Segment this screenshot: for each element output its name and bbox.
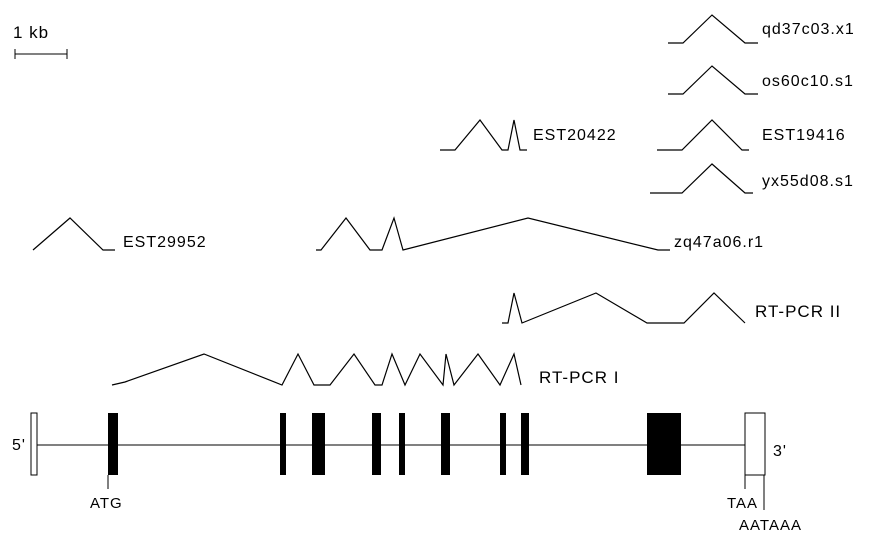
three-prime-label: 3' bbox=[773, 443, 787, 460]
atg-label: ATG bbox=[90, 495, 123, 512]
yx55d08-label: yx55d08.s1 bbox=[762, 173, 854, 190]
rtpcr2-trace bbox=[502, 292, 746, 324]
coding-exon bbox=[108, 413, 118, 475]
five-prime-utr-exon bbox=[30, 412, 38, 476]
est29952-label: EST29952 bbox=[123, 234, 207, 251]
rtpcr1-label: RT-PCR I bbox=[539, 368, 619, 387]
coding-exon bbox=[372, 413, 381, 475]
est19416-trace bbox=[657, 119, 749, 151]
os60c10-trace bbox=[668, 65, 758, 95]
scale-bar bbox=[14, 49, 68, 59]
rtpcr1-trace bbox=[111, 352, 522, 387]
zq47a06-trace bbox=[316, 216, 670, 251]
zq47a06-label: zq47a06.r1 bbox=[674, 234, 764, 251]
yx55d08-trace bbox=[650, 163, 753, 194]
coding-exon bbox=[521, 413, 529, 475]
aataaa-label: AATAAA bbox=[739, 517, 802, 534]
scale-bar-label: 1 kb bbox=[13, 23, 49, 42]
os60c10-label: os60c10.s1 bbox=[762, 73, 854, 90]
coding-exon bbox=[312, 413, 325, 475]
coding-exon bbox=[280, 413, 286, 475]
coding-exon bbox=[441, 413, 450, 475]
est20422-trace bbox=[440, 119, 527, 151]
coding-exon bbox=[647, 413, 681, 475]
three-prime-utr-exon bbox=[744, 412, 766, 476]
qd37c03-label: qd37c03.x1 bbox=[762, 21, 855, 38]
five-prime-label: 5' bbox=[12, 437, 26, 454]
coding-exon bbox=[500, 413, 506, 475]
est19416-label: EST19416 bbox=[762, 127, 846, 144]
est20422-label: EST20422 bbox=[533, 127, 617, 144]
taa-label: TAA bbox=[727, 495, 758, 512]
coding-exon bbox=[399, 413, 405, 475]
rtpcr2-label: RT-PCR II bbox=[755, 302, 841, 321]
coding-exons bbox=[108, 413, 681, 475]
est29952-trace bbox=[32, 217, 115, 251]
qd37c03-trace bbox=[668, 14, 758, 44]
